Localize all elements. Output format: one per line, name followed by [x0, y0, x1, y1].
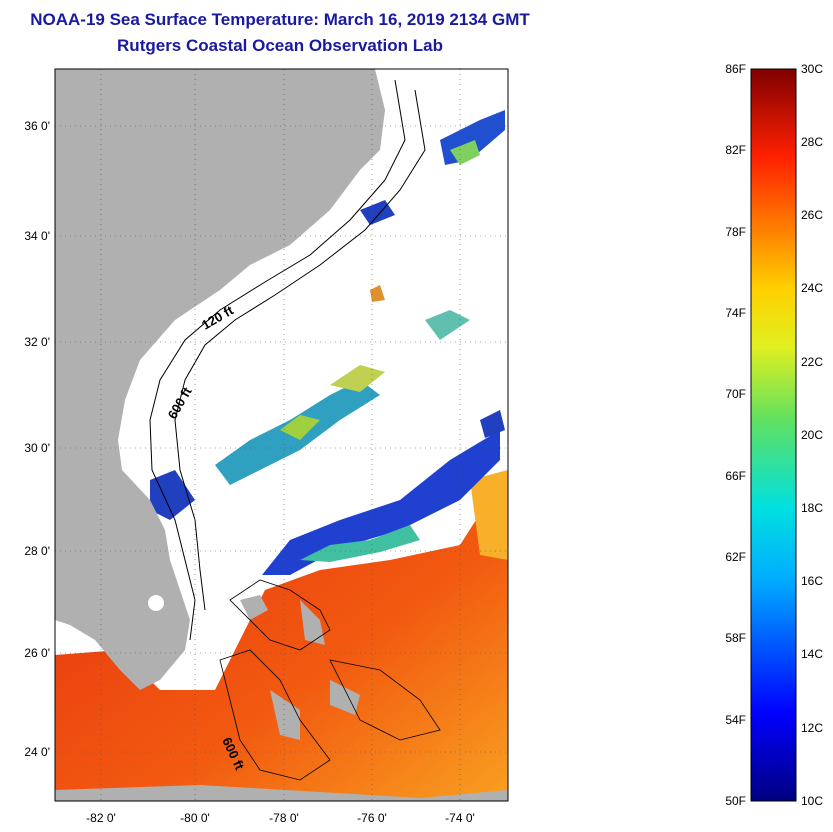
c-label: 14C	[801, 647, 823, 661]
temperature-colorbar	[750, 68, 797, 802]
f-label: 78F	[725, 225, 746, 239]
lat-label: 26 0'	[24, 646, 50, 660]
c-label: 12C	[801, 721, 823, 735]
c-label: 30C	[801, 62, 823, 76]
latitude-labels: 36 0' 34 0' 32 0' 30 0' 28 0' 26 0' 24 0…	[24, 119, 50, 759]
land-us-coast	[55, 69, 385, 690]
contour-120ft	[149, 79, 406, 641]
c-label: 16C	[801, 574, 823, 588]
map-title: NOAA-19 Sea Surface Temperature: March 1…	[30, 10, 530, 29]
fahrenheit-labels: 86F 82F 78F 74F 70F 66F 62F 58F 54F 50F	[725, 62, 746, 808]
lat-label: 32 0'	[24, 335, 50, 349]
f-label: 86F	[725, 62, 746, 76]
f-label: 50F	[725, 794, 746, 808]
land-cuba	[55, 785, 508, 801]
c-label: 20C	[801, 428, 823, 442]
lon-label: -74 0'	[445, 811, 475, 825]
f-label: 62F	[725, 550, 746, 564]
c-label: 18C	[801, 501, 823, 515]
c-label: 26C	[801, 208, 823, 222]
map-area: 120 ft 600 ft 600 ft	[55, 69, 508, 801]
longitude-labels: -82 0' -80 0' -78 0' -76 0' -74 0'	[86, 811, 475, 825]
cool-water-band	[262, 430, 500, 575]
lon-label: -76 0'	[357, 811, 387, 825]
f-label: 82F	[725, 143, 746, 157]
lat-lon-grid	[55, 69, 508, 801]
lat-label: 28 0'	[24, 544, 50, 558]
f-label: 54F	[725, 713, 746, 727]
lat-label: 34 0'	[24, 229, 50, 243]
lon-label: -80 0'	[180, 811, 210, 825]
map-frame	[54, 68, 509, 802]
land-bahamas	[240, 595, 360, 740]
f-label: 66F	[725, 469, 746, 483]
c-label: 24C	[801, 281, 823, 295]
lon-label: -78 0'	[269, 811, 299, 825]
f-label: 74F	[725, 306, 746, 320]
contour-600ft	[174, 89, 426, 611]
map-subtitle: Rutgers Coastal Ocean Observation Lab	[117, 36, 443, 55]
c-label: 10C	[801, 794, 823, 808]
lat-label: 24 0'	[24, 745, 50, 759]
f-label: 58F	[725, 631, 746, 645]
lon-label: -82 0'	[86, 811, 116, 825]
lat-label: 36 0'	[24, 119, 50, 133]
c-label: 22C	[801, 355, 823, 369]
f-label: 70F	[725, 387, 746, 401]
warm-water-region	[55, 470, 508, 801]
lat-label: 30 0'	[24, 441, 50, 455]
celsius-labels: 30C 28C 26C 24C 22C 20C 18C 16C 14C 12C …	[801, 62, 823, 808]
c-label: 28C	[801, 135, 823, 149]
